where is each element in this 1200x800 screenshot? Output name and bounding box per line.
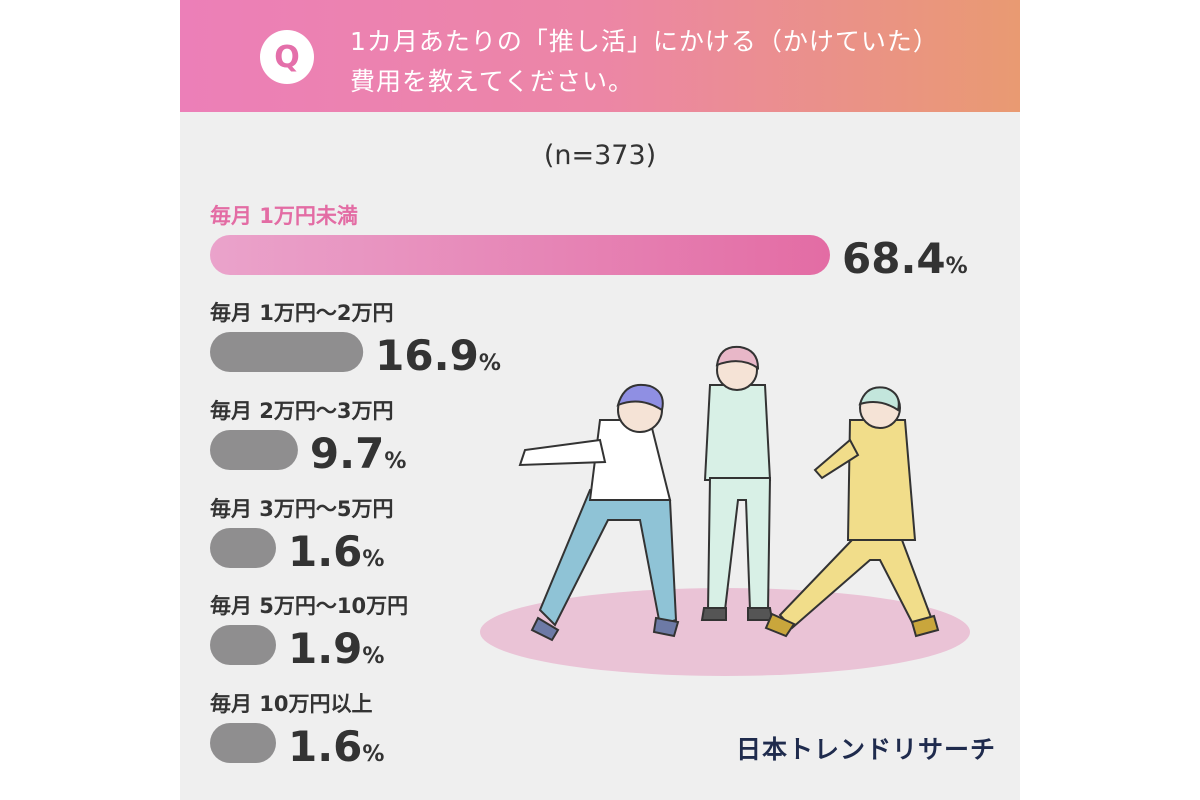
value-label: 1.9% <box>288 624 384 673</box>
value-label: 1.6% <box>288 722 384 771</box>
chart-panel: Q 1カ月あたりの「推し活」にかける（かけていた） 費用を教えてください。 (n… <box>180 0 1020 800</box>
value-label: 68.4% <box>842 234 968 283</box>
dancer-left <box>518 383 680 642</box>
bar-chart: 毎月 1万円未満 68.4% 毎月 1万円〜2万円 16.9% 毎月 2万円〜3万円 9.… <box>210 204 970 771</box>
category-label: 毎月 1万円未満 <box>210 204 358 228</box>
category-label: 毎月 1万円〜2万円 <box>210 301 394 325</box>
value-label: 16.9% <box>375 331 501 380</box>
illustration-dancers <box>480 345 970 676</box>
bar <box>210 723 276 763</box>
dancer-right <box>764 386 940 638</box>
question-header: Q 1カ月あたりの「推し活」にかける（かけていた） 費用を教えてください。 <box>180 0 1020 112</box>
category-label: 毎月 3万円〜5万円 <box>210 497 394 521</box>
dancer-center <box>700 345 774 621</box>
bar <box>210 430 298 470</box>
category-label: 毎月 5万円〜10万円 <box>210 594 408 618</box>
question-text-line2: 費用を教えてください。 <box>350 67 635 96</box>
category-label: 毎月 2万円〜3万円 <box>210 399 394 423</box>
value-label: 1.6% <box>288 527 384 576</box>
question-text-line1: 1カ月あたりの「推し活」にかける（かけていた） <box>350 27 939 56</box>
bar <box>210 332 364 372</box>
bars-layer: 毎月 1万円未満 68.4% 毎月 1万円〜2万円 16.9% 毎月 2万円〜3万円 9.… <box>210 204 968 771</box>
bar <box>210 625 276 665</box>
sample-size: (n=373) <box>543 140 657 171</box>
stage-floor <box>480 588 970 676</box>
value-label: 9.7% <box>310 429 406 478</box>
category-label: 毎月 10万円以上 <box>210 692 373 716</box>
question-badge: Q <box>260 30 314 84</box>
brand-logo: 日本トレンドリサーチ <box>736 735 997 764</box>
bar <box>210 528 276 568</box>
bar <box>210 235 830 275</box>
